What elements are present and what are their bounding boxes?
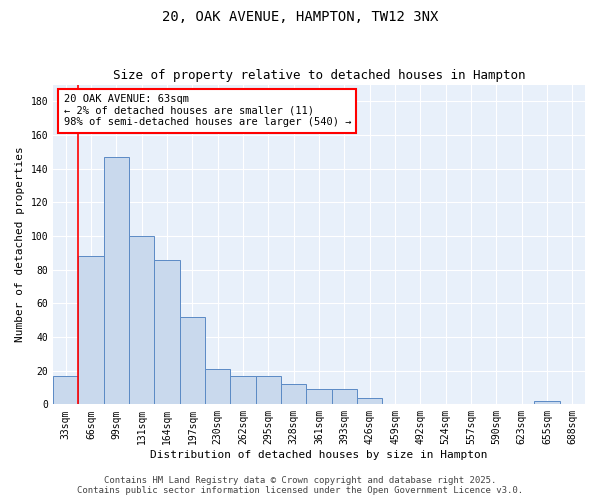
Bar (535, 401, 560, 404)
Bar (104, 157, 129, 404)
Bar (281, 384, 307, 404)
Text: 20 OAK AVENUE: 63sqm
← 2% of detached houses are smaller (11)
98% of semi-detach: 20 OAK AVENUE: 63sqm ← 2% of detached ho… (64, 94, 351, 128)
Bar (256, 376, 281, 404)
Bar (357, 398, 382, 404)
Text: 20, OAK AVENUE, HAMPTON, TW12 3NX: 20, OAK AVENUE, HAMPTON, TW12 3NX (162, 10, 438, 24)
Bar (179, 317, 205, 404)
Bar (53, 376, 79, 404)
Y-axis label: Number of detached properties: Number of detached properties (15, 146, 25, 342)
Text: Contains HM Land Registry data © Crown copyright and database right 2025.
Contai: Contains HM Land Registry data © Crown c… (77, 476, 523, 495)
Bar (205, 369, 230, 404)
Bar (79, 256, 104, 404)
Bar (307, 389, 332, 404)
Bar (230, 376, 256, 404)
Bar (129, 236, 154, 404)
Bar (332, 389, 357, 404)
Bar (154, 260, 179, 404)
Title: Size of property relative to detached houses in Hampton: Size of property relative to detached ho… (113, 69, 525, 82)
X-axis label: Distribution of detached houses by size in Hampton: Distribution of detached houses by size … (150, 450, 488, 460)
